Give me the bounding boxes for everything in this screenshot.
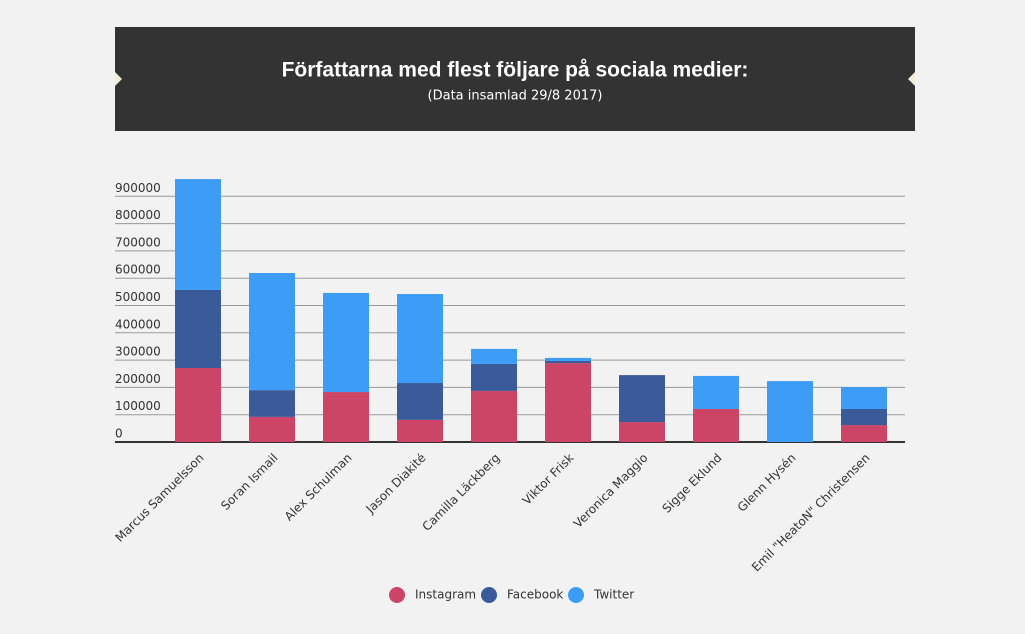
y-tick-label: 0 [115,427,123,441]
bar-segment [323,292,369,393]
header-ornament [908,72,915,86]
y-tick-label: 500000 [115,290,161,304]
legend-marker [568,587,584,603]
bar-segment [175,179,221,290]
y-tick-label: 100000 [115,399,161,413]
y-tick-label: 700000 [115,235,161,249]
bar-segment [323,392,369,442]
y-tick-label: 200000 [115,372,161,386]
bar-segment [471,363,517,391]
header-ornament [115,72,122,86]
bar-segment [841,387,887,409]
bar-segment [693,408,739,442]
y-tick-label: 600000 [115,263,161,277]
bar-segment [397,383,443,420]
bar-segment [175,289,221,369]
y-tick-label: 800000 [115,208,161,222]
legend-marker [389,587,405,603]
legend-label: Instagram [415,588,476,602]
chart-subtitle: (Data insamlad 29/8 2017) [428,89,603,104]
bar-segment [249,416,295,442]
bar-segment [175,368,221,442]
bar-segment [545,357,591,361]
bar-segment [841,408,887,426]
legend-label: Facebook [507,588,563,602]
bar-segment [397,419,443,442]
y-tick-label: 900000 [115,181,161,195]
bar-segment [693,375,739,409]
bar-segment [471,390,517,442]
bar-segment [619,375,665,423]
chart-title: Författarna med flest följare på sociala… [282,59,749,82]
bar-segment [545,363,591,442]
bar-segment [619,422,665,442]
bar-segment [397,294,443,384]
legend-marker [481,587,497,603]
bar-segment [767,381,813,442]
header-box [115,27,915,131]
bar-segment [249,273,295,391]
legend-label: Twitter [593,588,634,602]
y-tick-label: 300000 [115,345,161,359]
bar-segment [545,360,591,364]
bar-segment [841,425,887,442]
bar-segment [471,348,517,364]
y-tick-label: 400000 [115,317,161,331]
bar-segment [249,390,295,417]
